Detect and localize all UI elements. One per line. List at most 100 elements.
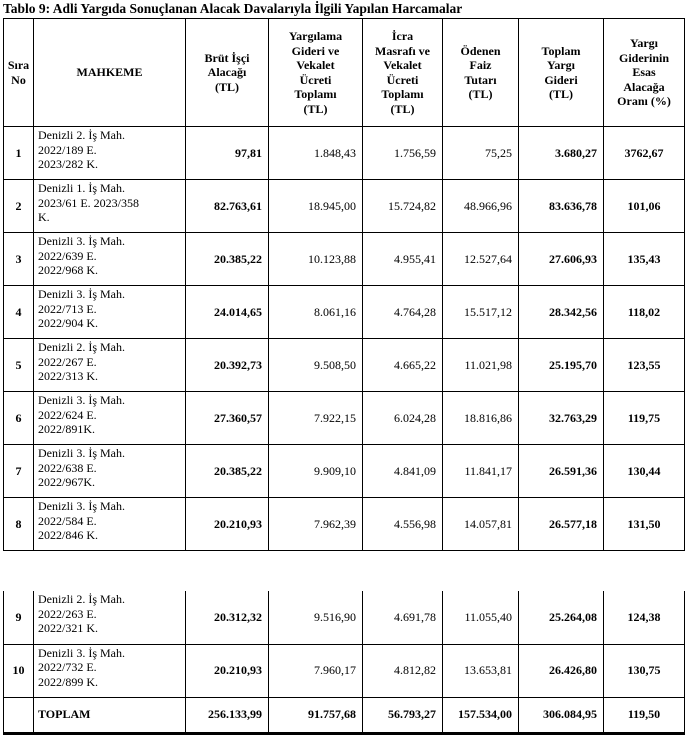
mahkeme-cell: Denizli 2. İş Mah. 2022/267 E. 2022/313 … (33, 338, 186, 392)
yargilama-gideri-cell: 9.508,50 (268, 338, 363, 392)
table-row-2: 2 Denizli 1. İş Mah. 2023/61 E. 2023/358… (3, 179, 685, 233)
icra-masrafi-total: 56.793,27 (362, 696, 443, 735)
col-header-toplam-yargi-gideri: Toplam Yargı Gideri (TL) (518, 18, 604, 127)
brut-alacak-cell: 97,81 (185, 126, 269, 180)
brut-alacak-cell: 20.385,22 (185, 444, 269, 498)
yargilama-gideri-cell: 7.962,39 (268, 497, 363, 551)
sira-no-cell: 9 (3, 591, 34, 645)
oran-cell: 3762,67 (603, 126, 685, 180)
sira-no-cell: 4 (3, 285, 34, 339)
oran-cell: 118,02 (603, 285, 685, 339)
toplam-gider-cell: 32.763,29 (518, 391, 604, 445)
mahkeme-cell: Denizli 3. İş Mah. 2022/584 E. 2022/846 … (33, 497, 186, 551)
table-title: Tablo 9: Adli Yargıda Sonuçlanan Alacak … (3, 1, 463, 16)
brut-alacak-cell: 20.385,22 (185, 232, 269, 286)
yargilama-gideri-cell: 18.945,00 (268, 179, 363, 233)
header-row: Sıra No MAHKEME Brüt İşçi Alacağı (TL) Y… (3, 18, 685, 127)
odenen-faiz-cell: 18.816,86 (442, 391, 519, 445)
icra-masrafi-cell: 15.724,82 (362, 179, 443, 233)
table-row-5: 5 Denizli 2. İş Mah. 2022/267 E. 2022/31… (3, 338, 685, 392)
table-row-8: 8 Denizli 3. İş Mah. 2022/584 E. 2022/84… (3, 497, 685, 551)
sira-no-cell: 2 (3, 179, 34, 233)
sira-no-cell-empty (3, 696, 34, 735)
sira-no-cell: 1 (3, 126, 34, 180)
table-row-6: 6 Denizli 3. İş Mah. 2022/624 E. 2022/89… (3, 391, 685, 445)
icra-masrafi-cell: 4.665,22 (362, 338, 443, 392)
odenen-faiz-total: 157.534,00 (442, 696, 519, 735)
sira-no-cell: 10 (3, 643, 34, 698)
odenen-faiz-cell: 12.527,64 (442, 232, 519, 286)
col-header-icra-masrafi: İcra Masrafı ve Vekalet Ücreti Toplamı (… (362, 18, 443, 127)
mahkeme-cell: Denizli 3. İş Mah. 2022/732 E. 2022/899 … (33, 643, 186, 698)
oran-cell: 135,43 (603, 232, 685, 286)
icra-masrafi-cell: 6.024,28 (362, 391, 443, 445)
mahkeme-cell: Denizli 3. İş Mah. 2022/713 E. 2022/904 … (33, 285, 186, 339)
odenen-faiz-cell: 75,25 (442, 126, 519, 180)
odenen-faiz-cell: 11.021,98 (442, 338, 519, 392)
page-break-gap (3, 551, 686, 591)
oran-cell: 101,06 (603, 179, 685, 233)
oran-cell: 131,50 (603, 497, 685, 551)
icra-masrafi-cell: 4.841,09 (362, 444, 443, 498)
table-row-4: 4 Denizli 3. İş Mah. 2022/713 E. 2022/90… (3, 285, 685, 339)
sira-no-cell: 3 (3, 232, 34, 286)
toplam-gider-cell: 25.264,08 (518, 591, 604, 645)
brut-alacak-cell: 27.360,57 (185, 391, 269, 445)
odenen-faiz-cell: 15.517,12 (442, 285, 519, 339)
table-row-10: 10 Denizli 3. İş Mah. 2022/732 E. 2022/8… (3, 643, 685, 698)
toplam-gider-cell: 83.636,78 (518, 179, 604, 233)
expenses-table-part-2: 9 Denizli 2. İş Mah. 2022/263 E. 2022/32… (3, 591, 685, 735)
icra-masrafi-cell: 1.756,59 (362, 126, 443, 180)
col-header-sira-no: Sıra No (3, 18, 34, 127)
brut-alacak-cell: 20.210,93 (185, 643, 269, 698)
brut-alacak-total: 256.133,99 (185, 696, 269, 735)
brut-alacak-cell: 20.392,73 (185, 338, 269, 392)
icra-masrafi-cell: 4.556,98 (362, 497, 443, 551)
sira-no-cell: 5 (3, 338, 34, 392)
col-header-mahkeme: MAHKEME (33, 18, 186, 127)
col-header-odenen-faiz: Ödenen Faiz Tutarı (TL) (442, 18, 519, 127)
oran-cell: 119,75 (603, 391, 685, 445)
toplam-gider-cell: 26.591,36 (518, 444, 604, 498)
yargilama-gideri-cell: 9.516,90 (268, 591, 363, 645)
icra-masrafi-cell: 4.812,82 (362, 643, 443, 698)
oran-cell: 123,55 (603, 338, 685, 392)
mahkeme-cell: Denizli 2. İş Mah. 2022/263 E. 2022/321 … (33, 591, 186, 645)
expenses-table-part-1: Sıra No MAHKEME Brüt İşçi Alacağı (TL) Y… (3, 18, 685, 551)
mahkeme-cell: Denizli 3. İş Mah. 2022/624 E. 2022/891K… (33, 391, 186, 445)
brut-alacak-cell: 20.210,93 (185, 497, 269, 551)
mahkeme-cell: Denizli 3. İş Mah. 2022/639 E. 2022/968 … (33, 232, 186, 286)
mahkeme-cell: Denizli 1. İş Mah. 2023/61 E. 2023/358 K… (33, 179, 186, 233)
toplam-gider-cell: 25.195,70 (518, 338, 604, 392)
toplam-gider-cell: 28.342,56 (518, 285, 604, 339)
toplam-gider-total: 306.084,95 (518, 696, 604, 735)
oran-cell: 124,38 (603, 591, 685, 645)
toplam-gider-cell: 3.680,27 (518, 126, 604, 180)
sira-no-cell: 8 (3, 497, 34, 551)
icra-masrafi-cell: 4.691,78 (362, 591, 443, 645)
yargilama-gideri-cell: 9.909,10 (268, 444, 363, 498)
yargilama-gideri-cell: 1.848,43 (268, 126, 363, 180)
yargilama-gideri-cell: 7.922,15 (268, 391, 363, 445)
table-row-7: 7 Denizli 3. İş Mah. 2022/638 E. 2022/96… (3, 444, 685, 498)
table-row-9: 9 Denizli 2. İş Mah. 2022/263 E. 2022/32… (3, 591, 685, 645)
toplam-gider-cell: 26.426,80 (518, 643, 604, 698)
toplam-label: TOPLAM (33, 696, 186, 735)
odenen-faiz-cell: 48.966,96 (442, 179, 519, 233)
icra-masrafi-cell: 4.955,41 (362, 232, 443, 286)
odenen-faiz-cell: 11.055,40 (442, 591, 519, 645)
table-row-3: 3 Denizli 3. İş Mah. 2022/639 E. 2022/96… (3, 232, 685, 286)
oran-cell: 130,44 (603, 444, 685, 498)
oran-cell: 130,75 (603, 643, 685, 698)
mahkeme-cell: Denizli 2. İş Mah. 2022/189 E. 2023/282 … (33, 126, 186, 180)
toplam-gider-cell: 26.577,18 (518, 497, 604, 551)
brut-alacak-cell: 24.014,65 (185, 285, 269, 339)
oran-total: 119,50 (603, 696, 685, 735)
brut-alacak-cell: 82.763,61 (185, 179, 269, 233)
odenen-faiz-cell: 13.653,81 (442, 643, 519, 698)
yargilama-gideri-cell: 7.960,17 (268, 643, 363, 698)
col-header-brut-isci-alacagi: Brüt İşçi Alacağı (TL) (185, 18, 269, 127)
yargilama-gideri-cell: 8.061,16 (268, 285, 363, 339)
col-header-yargilama-gideri: Yargılama Gideri ve Vekalet Ücreti Topla… (268, 18, 363, 127)
